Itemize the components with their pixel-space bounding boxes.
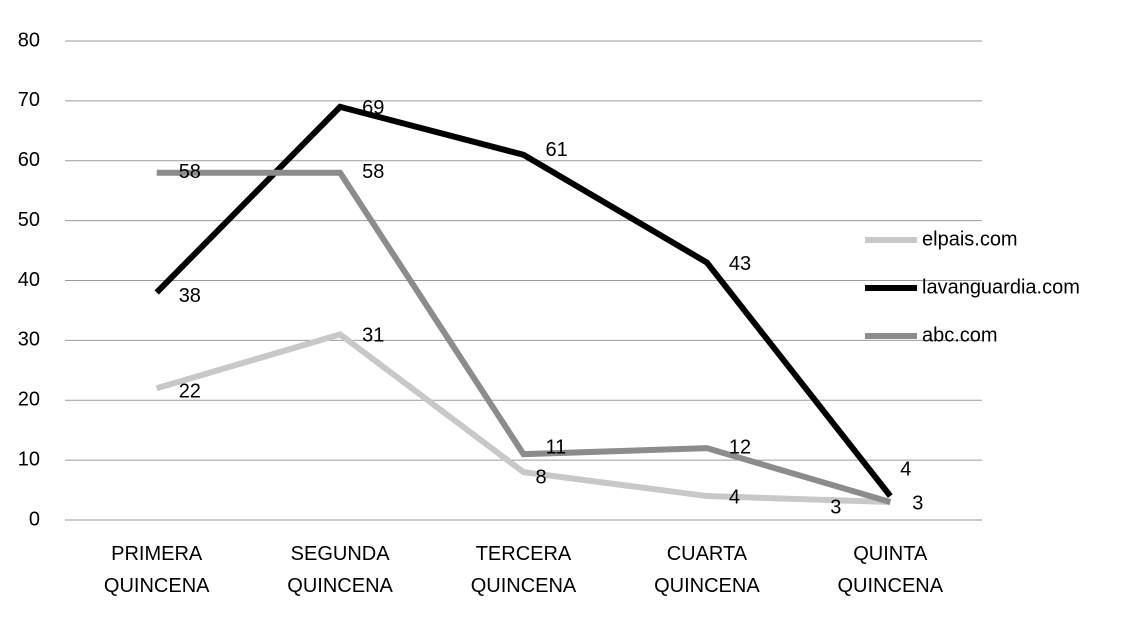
y-tick-label: 80	[18, 29, 40, 51]
data-label: 3	[830, 496, 841, 518]
series-line	[156, 169, 892, 505]
series-line	[155, 331, 891, 506]
y-tick-label: 70	[18, 89, 40, 111]
y-tick-label: 60	[18, 149, 40, 171]
y-tick-label: 40	[18, 269, 40, 291]
data-label: 22	[179, 381, 201, 403]
y-tick-label: 0	[29, 508, 40, 530]
data-label: 11	[546, 436, 567, 458]
y-tick-label: 30	[18, 329, 40, 351]
data-label: 3	[912, 492, 923, 514]
data-label: 4	[900, 458, 911, 480]
y-tick-label: 20	[18, 389, 40, 411]
x-tick-label: QUINTA QUINCENA	[838, 543, 944, 597]
data-label: 31	[362, 325, 384, 347]
data-label: 69	[362, 97, 384, 119]
legend-label: abc.com	[922, 324, 998, 346]
data-label: 58	[179, 161, 201, 183]
data-label: 12	[729, 436, 751, 458]
x-tick-label: PRIMERA QUINCENA	[104, 543, 210, 597]
y-tick-label: 50	[18, 209, 40, 231]
x-tick-label: CUARTA QUINCENA	[654, 543, 760, 597]
data-label: 8	[536, 466, 547, 488]
data-label: 43	[729, 253, 751, 275]
data-label: 4	[729, 486, 740, 508]
x-tick-label: TERCERA QUINCENA	[471, 543, 577, 597]
data-label: 58	[362, 161, 384, 183]
data-label: 61	[546, 139, 568, 161]
legend-label: elpais.com	[922, 228, 1018, 250]
x-tick-label: SEGUNDA QUINCENA	[287, 543, 393, 597]
data-label: 38	[179, 285, 201, 307]
legend-label: lavanguardia.com	[922, 276, 1080, 298]
series-line	[154, 103, 893, 498]
y-tick-label: 10	[18, 448, 40, 470]
